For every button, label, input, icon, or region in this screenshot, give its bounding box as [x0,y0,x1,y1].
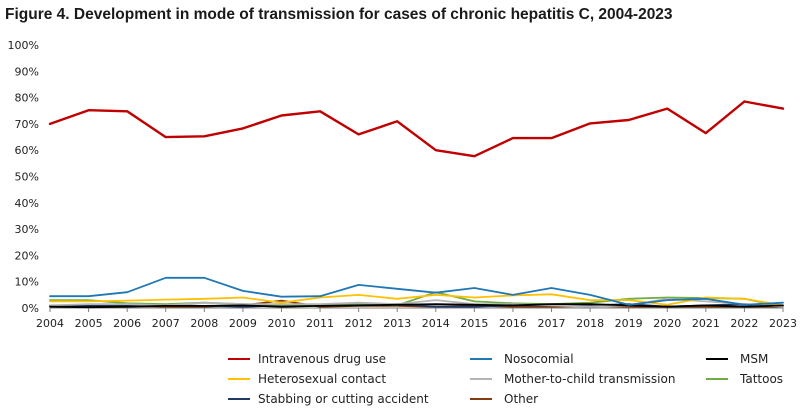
series-line-tattoos [49,291,784,308]
legend-label: Mother-to-child transmission [504,372,675,386]
x-tick-label: 2023 [769,317,797,330]
x-tick-label: 2020 [653,317,681,330]
y-tick-label: 10% [15,276,39,289]
series-line-mother-to-child-transmission [49,297,784,308]
x-tick-label: 2022 [730,317,758,330]
x-tick-label: 2013 [383,317,411,330]
y-tick-label: 70% [15,118,39,131]
legend-label: Stabbing or cutting accident [258,392,429,406]
x-tick-label: 2016 [499,317,527,330]
series-lines [48,100,785,309]
x-tick-label: 2006 [113,317,141,330]
x-axis: 2004 2005 2006 2007 2008 2009 2010 2011 2012 2013… [36,308,797,330]
x-tick-label: 2007 [152,317,180,330]
legend-label: Nosocomial [504,352,574,366]
y-tick-label: 80% [15,92,39,105]
y-tick-label: 100% [8,39,39,52]
x-tick-label: 2011 [306,317,334,330]
legend-label: Other [504,392,538,406]
series-line-nosocomial [49,276,784,306]
legend-label: MSM [740,352,768,366]
x-tick-label: 2005 [75,317,103,330]
x-tick-label: 2019 [615,317,643,330]
x-tick-label: 2009 [229,317,257,330]
y-axis: 0% 10% 20% 30% 40% 50% 60% 70% 80% 90% 100% [8,39,39,315]
x-tick-label: 2014 [422,317,450,330]
x-tick-label: 2017 [538,317,566,330]
y-tick-label: 0% [22,302,39,315]
x-tick-label: 2015 [460,317,488,330]
y-tick-label: 60% [15,144,39,157]
x-tick-label: 2012 [345,317,373,330]
y-tick-label: 50% [15,171,39,184]
y-tick-label: 90% [15,65,39,78]
y-tick-label: 30% [15,223,39,236]
legend: Intravenous drug use Nosocomial MSM Heteros… [228,352,783,406]
y-tick-label: 40% [15,197,39,210]
series-line-intravenous-drug-use [48,100,785,158]
legend-label: Tattoos [739,372,783,386]
x-tick-label: 2018 [576,317,604,330]
legend-label: Heterosexual contact [258,372,386,386]
series-line-heterosexual-contact [49,293,784,307]
chart-title: Figure 4. Development in mode of transmi… [5,6,673,23]
x-tick-label: 2010 [267,317,295,330]
x-tick-label: 2004 [36,317,64,330]
series-line-msm [49,303,784,309]
x-tick-label: 2021 [692,317,720,330]
y-tick-label: 20% [15,249,39,262]
x-tick-label: 2008 [190,317,218,330]
legend-label: Intravenous drug use [258,352,386,366]
